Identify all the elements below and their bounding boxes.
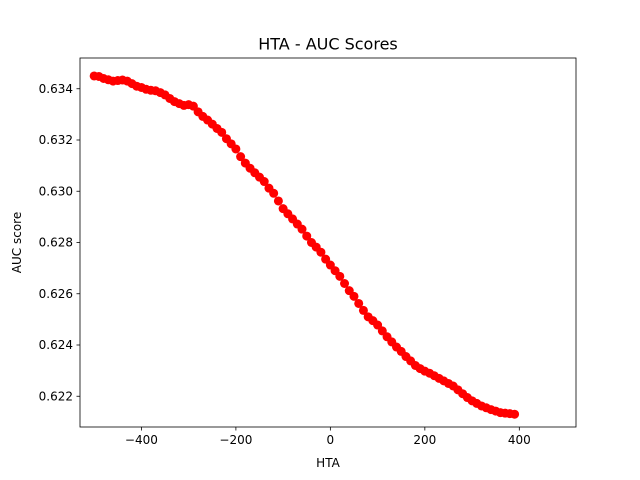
data-point bbox=[236, 152, 246, 162]
y-tick-label: 0.628 bbox=[39, 236, 73, 250]
y-tick-label: 0.632 bbox=[39, 133, 73, 147]
data-point bbox=[349, 291, 359, 301]
data-point bbox=[335, 271, 345, 281]
data-point bbox=[217, 127, 227, 137]
y-axis-label: AUC score bbox=[10, 212, 24, 273]
y-tick-label: 0.634 bbox=[39, 82, 73, 96]
data-points bbox=[89, 71, 520, 419]
plot-frame bbox=[79, 57, 577, 428]
x-tick-label: 0 bbox=[327, 433, 335, 447]
data-point bbox=[297, 224, 307, 234]
y-tick-label: 0.630 bbox=[39, 184, 73, 198]
data-point bbox=[340, 279, 350, 288]
data-point bbox=[273, 196, 283, 206]
data-point bbox=[354, 298, 364, 308]
data-point bbox=[316, 247, 326, 257]
data-point bbox=[259, 177, 269, 187]
x-tick-label: −400 bbox=[125, 433, 158, 447]
y-tick-label: 0.624 bbox=[39, 338, 73, 352]
data-point bbox=[269, 188, 279, 198]
x-axis-label: HTA bbox=[316, 456, 340, 470]
y-axis-ticks: 0.622 0.624 0.626 0.628 0.630 0.632 0.634 bbox=[39, 82, 80, 403]
x-axis-ticks: −400 −200 0 200 400 bbox=[125, 427, 531, 447]
x-tick-label: 400 bbox=[508, 433, 531, 447]
data-point bbox=[358, 305, 368, 315]
data-point bbox=[302, 231, 312, 241]
x-tick-label: −200 bbox=[219, 433, 252, 447]
x-tick-label: 200 bbox=[413, 433, 436, 447]
data-point bbox=[510, 409, 520, 419]
y-tick-label: 0.622 bbox=[39, 389, 73, 403]
chart-title: HTA - AUC Scores bbox=[258, 35, 398, 54]
y-tick-label: 0.626 bbox=[39, 287, 73, 301]
data-point bbox=[231, 144, 241, 154]
